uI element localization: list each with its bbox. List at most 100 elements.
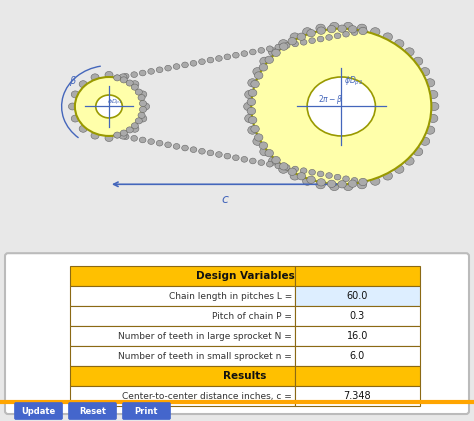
Circle shape: [360, 179, 366, 185]
Circle shape: [297, 173, 306, 180]
Circle shape: [71, 91, 79, 98]
Circle shape: [114, 75, 121, 81]
FancyBboxPatch shape: [295, 326, 420, 346]
Circle shape: [317, 36, 324, 42]
Circle shape: [258, 48, 264, 53]
Circle shape: [428, 91, 438, 99]
Circle shape: [245, 91, 254, 99]
Circle shape: [135, 89, 142, 95]
Circle shape: [292, 166, 299, 172]
Circle shape: [328, 180, 336, 187]
Circle shape: [139, 107, 146, 112]
Circle shape: [317, 171, 324, 177]
Text: Reset: Reset: [79, 407, 106, 416]
Circle shape: [142, 103, 150, 110]
Circle shape: [309, 38, 315, 43]
Circle shape: [301, 168, 307, 173]
Circle shape: [216, 56, 222, 61]
Circle shape: [338, 181, 346, 188]
Text: Design Variables: Design Variables: [196, 271, 294, 281]
Circle shape: [420, 67, 430, 76]
FancyBboxPatch shape: [295, 366, 420, 386]
Circle shape: [428, 115, 438, 123]
Circle shape: [425, 126, 435, 134]
Circle shape: [114, 132, 121, 138]
Circle shape: [207, 57, 214, 63]
Circle shape: [290, 33, 300, 41]
Circle shape: [275, 163, 282, 169]
FancyBboxPatch shape: [70, 366, 295, 386]
Circle shape: [383, 172, 392, 180]
Circle shape: [114, 75, 120, 81]
Circle shape: [394, 165, 404, 173]
FancyBboxPatch shape: [295, 286, 420, 306]
Circle shape: [338, 25, 346, 32]
Circle shape: [280, 43, 288, 50]
Circle shape: [131, 84, 138, 90]
Circle shape: [334, 33, 341, 39]
Circle shape: [79, 125, 87, 132]
Text: 16.0: 16.0: [347, 331, 368, 341]
FancyBboxPatch shape: [295, 306, 420, 326]
Circle shape: [138, 94, 145, 101]
Circle shape: [126, 80, 133, 86]
FancyBboxPatch shape: [5, 253, 469, 414]
Circle shape: [413, 57, 423, 65]
Circle shape: [344, 182, 353, 191]
Circle shape: [233, 52, 239, 58]
Circle shape: [173, 64, 180, 69]
Circle shape: [79, 81, 87, 88]
Circle shape: [359, 179, 367, 186]
Circle shape: [268, 157, 278, 165]
Circle shape: [241, 157, 247, 162]
FancyBboxPatch shape: [295, 346, 420, 366]
Circle shape: [248, 89, 257, 96]
Circle shape: [190, 61, 197, 66]
Circle shape: [413, 148, 423, 156]
Circle shape: [139, 70, 146, 76]
Circle shape: [359, 27, 367, 35]
Circle shape: [429, 102, 439, 111]
FancyBboxPatch shape: [70, 306, 295, 326]
Circle shape: [91, 132, 99, 139]
Circle shape: [307, 29, 315, 37]
Circle shape: [251, 80, 259, 88]
Circle shape: [156, 67, 163, 73]
FancyBboxPatch shape: [70, 386, 295, 406]
FancyBboxPatch shape: [295, 386, 420, 406]
Circle shape: [233, 155, 239, 160]
Circle shape: [266, 161, 273, 167]
Circle shape: [138, 112, 145, 118]
Circle shape: [371, 177, 380, 185]
Circle shape: [307, 77, 375, 136]
Circle shape: [199, 148, 205, 154]
Circle shape: [182, 62, 188, 68]
Text: Number of teeth in small sprocket n =: Number of teeth in small sprocket n =: [118, 352, 292, 360]
Circle shape: [148, 139, 155, 144]
Circle shape: [329, 182, 339, 191]
Circle shape: [249, 158, 256, 164]
Circle shape: [280, 163, 288, 170]
Circle shape: [260, 148, 269, 156]
Circle shape: [288, 37, 297, 45]
Circle shape: [279, 40, 288, 48]
Circle shape: [351, 30, 358, 35]
Circle shape: [224, 153, 231, 159]
Circle shape: [139, 137, 146, 143]
Circle shape: [148, 69, 155, 74]
Circle shape: [259, 142, 268, 149]
Circle shape: [343, 176, 349, 181]
Circle shape: [126, 127, 133, 133]
Circle shape: [357, 24, 367, 32]
Text: Results: Results: [223, 371, 267, 381]
Circle shape: [253, 67, 262, 76]
Circle shape: [343, 31, 349, 37]
Circle shape: [405, 157, 414, 165]
FancyBboxPatch shape: [70, 286, 295, 306]
Text: Print: Print: [135, 407, 158, 416]
Circle shape: [283, 43, 290, 48]
Circle shape: [275, 44, 282, 50]
Circle shape: [247, 107, 255, 115]
Text: 7.348: 7.348: [344, 391, 371, 401]
FancyBboxPatch shape: [69, 402, 117, 419]
